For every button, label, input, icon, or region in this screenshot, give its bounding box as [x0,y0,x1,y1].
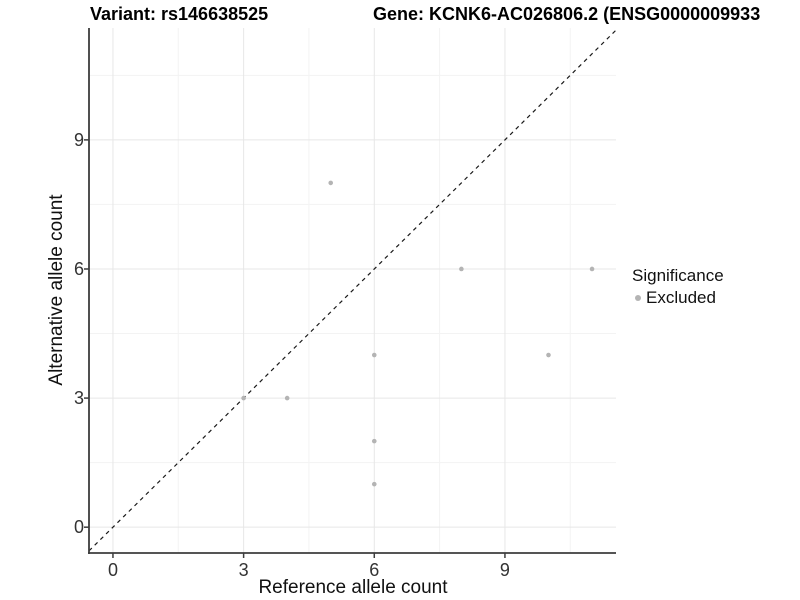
data-point [589,266,595,272]
x-tick-label: 3 [238,560,249,580]
data-point [371,352,377,358]
y-tick-label: 3 [73,388,84,409]
data-point [546,352,551,358]
legend-item-excluded: Excluded [632,288,724,308]
y-axis-label: Alternative allele count [46,194,67,386]
data-point [371,438,377,444]
y-tick-label: 9 [73,129,84,150]
x-tick-label: 9 [499,560,510,580]
legend-point-icon [635,295,641,301]
legend: Significance Excluded [632,265,724,308]
x-tick-label: 6 [369,560,380,580]
data-point [328,180,334,186]
data-point [241,395,246,401]
x-axis-label: Reference allele count [258,577,448,598]
y-tick-label: 0 [73,517,84,538]
variant-title: Variant: rs146638525 [90,4,269,24]
data-point [371,481,377,487]
data-point [459,266,464,272]
gene-title: Gene: KCNK6-AC026806.2 (ENSG0000009933 [373,4,761,24]
x-tick-label: 0 [107,560,118,580]
legend-title: Significance [632,266,724,285]
identity-dashed-line [88,29,617,552]
data-point [284,395,290,401]
y-tick-label: 6 [73,258,84,279]
legend-item-label: Excluded [646,288,716,307]
